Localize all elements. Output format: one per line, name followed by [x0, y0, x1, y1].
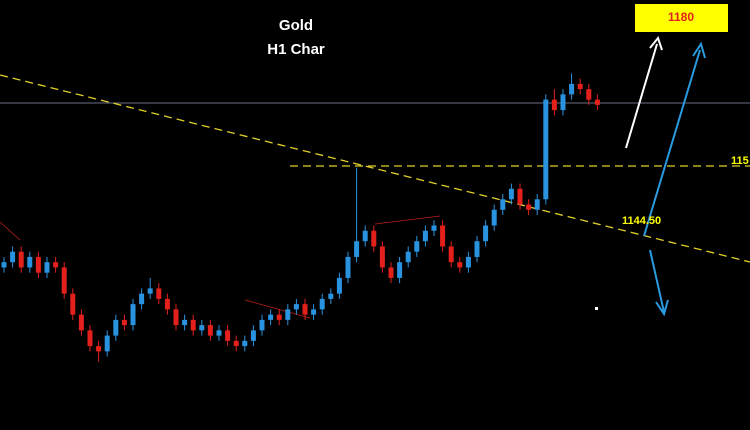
candle-body	[354, 241, 360, 257]
arrow	[649, 249, 665, 313]
candle-body	[61, 267, 67, 294]
candle-body	[336, 277, 342, 294]
candle-body	[560, 94, 566, 111]
arrow-head	[692, 41, 706, 59]
arrow-head	[655, 299, 669, 317]
candle-body	[371, 230, 377, 247]
candle-body	[156, 288, 162, 299]
candle-body	[276, 314, 282, 320]
candle-body	[302, 304, 308, 315]
candle-body	[431, 225, 437, 231]
candle-body	[465, 256, 471, 268]
candle-body	[397, 262, 403, 278]
candle-body	[44, 262, 50, 273]
candle-body	[379, 246, 385, 268]
candle-body	[569, 83, 575, 95]
candle-body	[526, 204, 532, 210]
trend-line	[0, 74, 750, 263]
arrow	[625, 43, 658, 149]
level-label: 1144.50	[622, 215, 661, 227]
drawn-line	[374, 215, 441, 225]
candle-body	[121, 319, 127, 326]
candle-body	[405, 251, 411, 263]
candle-body	[207, 325, 213, 336]
drawn-line	[0, 221, 21, 241]
candle-body	[362, 230, 368, 242]
chart-title: Gold	[279, 17, 313, 34]
candle-body	[250, 330, 256, 341]
candle-body	[225, 330, 231, 341]
candle-body	[242, 340, 248, 347]
candle-body	[233, 340, 239, 347]
level-label: 115	[731, 155, 749, 167]
candle-body	[543, 99, 549, 200]
target-box	[635, 4, 728, 32]
candle-body	[18, 251, 24, 268]
candle-body	[551, 99, 557, 111]
arrow	[643, 49, 701, 237]
candle-body	[594, 99, 600, 105]
candle-body	[1, 262, 7, 268]
candle-body	[10, 251, 16, 263]
candle-body	[422, 230, 428, 242]
candle-body	[586, 89, 592, 100]
candle-body	[87, 330, 93, 347]
candle-body	[311, 309, 317, 315]
candle-body	[96, 346, 102, 352]
candle-body	[577, 83, 583, 90]
candle-body	[130, 304, 136, 326]
candle-body	[491, 209, 497, 226]
candle-body	[27, 256, 33, 268]
candle-body	[500, 199, 506, 210]
candle-body	[182, 319, 188, 326]
drawn-line	[244, 299, 311, 319]
arrow-head	[649, 35, 663, 51]
candle-body	[78, 314, 84, 331]
candle-body	[147, 288, 153, 294]
candle-body	[414, 241, 420, 252]
candle-body	[388, 267, 394, 278]
candle-body	[104, 335, 110, 352]
candle-body	[508, 188, 514, 200]
candle-body	[53, 262, 59, 268]
candle-body	[173, 309, 179, 326]
candle-body	[534, 199, 540, 210]
candle-body	[319, 298, 325, 310]
target-label: 1180	[668, 10, 694, 24]
candle-body	[293, 304, 299, 310]
candle-body	[474, 241, 480, 257]
chart-subtitle: H1 Char	[267, 41, 325, 58]
candle-body	[259, 319, 265, 331]
candle-body	[139, 293, 145, 305]
candle-body	[285, 309, 291, 320]
candles	[1, 73, 600, 362]
candle-body	[113, 319, 119, 336]
candle-body	[199, 325, 205, 331]
dot	[595, 307, 598, 310]
candle-body	[35, 256, 41, 273]
candle-body	[268, 314, 274, 320]
candle-body	[70, 293, 76, 315]
candle-body	[457, 262, 463, 268]
candle-body	[216, 330, 222, 336]
candle-body	[517, 188, 523, 205]
candle-body	[448, 246, 454, 263]
candle-body	[190, 319, 196, 331]
candle-body	[345, 256, 351, 278]
candle-body	[328, 293, 334, 299]
candle-body	[440, 225, 446, 247]
candle-body	[483, 225, 489, 242]
candle-body	[164, 298, 170, 310]
